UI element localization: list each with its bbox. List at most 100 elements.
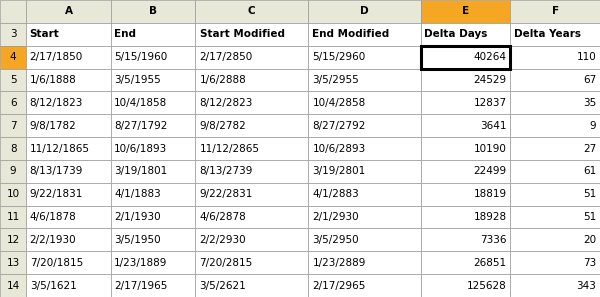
Bar (26, 160, 111, 183)
Text: 9/8/2782: 9/8/2782 (200, 121, 247, 131)
Text: 14: 14 (7, 281, 20, 290)
Text: F: F (551, 7, 559, 16)
Bar (511, 183, 600, 206)
Text: 4/1/1883: 4/1/1883 (114, 189, 161, 199)
Bar (26, 46, 111, 69)
Bar (421, 137, 511, 160)
Text: 6: 6 (10, 98, 16, 108)
Bar (26, 114, 111, 137)
Bar (26, 0, 111, 23)
Text: 343: 343 (577, 281, 596, 290)
Text: 12837: 12837 (473, 98, 507, 108)
Bar (308, 46, 421, 69)
Bar (511, 46, 600, 69)
Bar (111, 0, 195, 23)
Text: 51: 51 (583, 212, 596, 222)
Bar (421, 46, 511, 69)
Bar (0, 206, 26, 228)
Bar (421, 183, 511, 206)
Bar (26, 91, 111, 114)
Bar (0, 46, 26, 69)
Bar (195, 160, 308, 183)
Bar (421, 0, 511, 23)
Bar (0, 114, 26, 137)
Bar (308, 137, 421, 160)
Bar (111, 69, 195, 91)
Text: 24529: 24529 (473, 75, 507, 85)
Bar (111, 251, 195, 274)
Text: 35: 35 (583, 98, 596, 108)
Text: 26851: 26851 (473, 258, 507, 268)
Text: 3/5/2955: 3/5/2955 (313, 75, 359, 85)
Bar (195, 69, 308, 91)
Text: 2/17/1965: 2/17/1965 (114, 281, 167, 290)
Bar (511, 274, 600, 297)
Text: 9/8/1782: 9/8/1782 (30, 121, 76, 131)
Text: 12: 12 (7, 235, 20, 245)
Text: 11/12/1865: 11/12/1865 (30, 143, 90, 154)
Text: 4/1/2883: 4/1/2883 (313, 189, 359, 199)
Text: 110: 110 (577, 52, 596, 62)
Text: 61: 61 (583, 166, 596, 176)
Text: 5: 5 (10, 75, 16, 85)
Text: End Modified: End Modified (313, 29, 389, 39)
Text: 3/5/1621: 3/5/1621 (30, 281, 76, 290)
Text: 13: 13 (7, 258, 20, 268)
Text: End: End (114, 29, 136, 39)
Text: 7/20/2815: 7/20/2815 (200, 258, 253, 268)
Bar (421, 69, 511, 91)
Bar (195, 274, 308, 297)
Text: 9: 9 (590, 121, 596, 131)
Text: 3/5/2950: 3/5/2950 (313, 235, 359, 245)
Text: 3/5/2621: 3/5/2621 (200, 281, 247, 290)
Text: 3/5/1955: 3/5/1955 (114, 75, 161, 85)
Text: D: D (360, 7, 368, 16)
Text: A: A (65, 7, 73, 16)
Bar (111, 206, 195, 228)
Bar (511, 251, 600, 274)
Text: 10/4/1858: 10/4/1858 (114, 98, 167, 108)
Bar (421, 251, 511, 274)
Text: 2/1/2930: 2/1/2930 (313, 212, 359, 222)
Text: 18819: 18819 (473, 189, 507, 199)
Text: 8/27/2792: 8/27/2792 (313, 121, 366, 131)
Text: 9/22/2831: 9/22/2831 (200, 189, 253, 199)
Bar (26, 23, 111, 46)
Bar (195, 206, 308, 228)
Text: 1/6/2888: 1/6/2888 (200, 75, 247, 85)
Bar (0, 91, 26, 114)
Text: 8/12/2823: 8/12/2823 (200, 98, 253, 108)
Text: 2/1/1930: 2/1/1930 (114, 212, 161, 222)
Text: 8: 8 (10, 143, 16, 154)
Bar (26, 228, 111, 251)
Bar (195, 91, 308, 114)
Text: 8/12/1823: 8/12/1823 (30, 98, 83, 108)
Bar (111, 228, 195, 251)
Bar (195, 0, 308, 23)
Text: 4/6/1878: 4/6/1878 (30, 212, 76, 222)
Bar (0, 228, 26, 251)
Bar (308, 114, 421, 137)
Bar (308, 69, 421, 91)
Bar (511, 0, 600, 23)
Bar (308, 228, 421, 251)
Bar (0, 274, 26, 297)
Bar (421, 274, 511, 297)
Bar (195, 23, 308, 46)
Bar (421, 160, 511, 183)
Bar (511, 23, 600, 46)
Text: 10: 10 (7, 189, 20, 199)
Bar (0, 69, 26, 91)
Text: 8/13/1739: 8/13/1739 (30, 166, 83, 176)
Bar (421, 228, 511, 251)
Text: 10190: 10190 (474, 143, 507, 154)
Bar (421, 114, 511, 137)
Bar (195, 183, 308, 206)
Bar (111, 46, 195, 69)
Text: 7336: 7336 (480, 235, 507, 245)
Text: 7/20/1815: 7/20/1815 (30, 258, 83, 268)
Bar (0, 23, 26, 46)
Text: 9/22/1831: 9/22/1831 (30, 189, 83, 199)
Text: 1/6/1888: 1/6/1888 (30, 75, 76, 85)
Text: 9: 9 (10, 166, 16, 176)
